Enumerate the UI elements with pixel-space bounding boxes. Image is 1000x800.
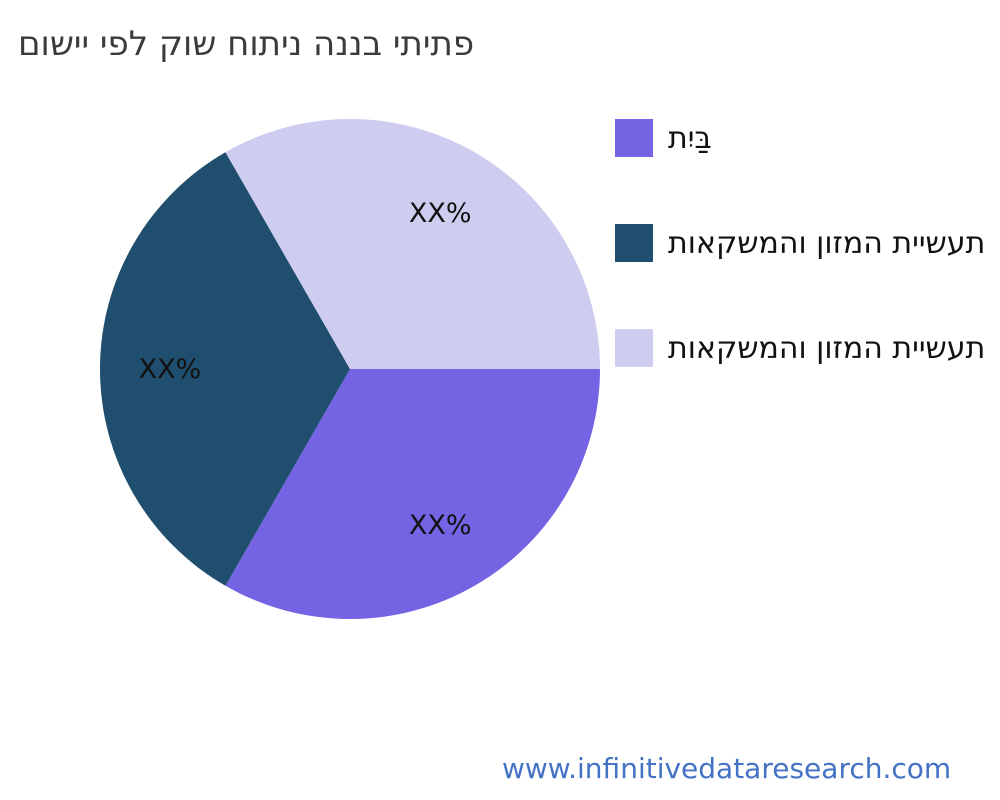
- legend-label-food-beverage-1: תעשיית המזון והמשקאות: [668, 225, 986, 261]
- pie-slice: [225, 119, 600, 369]
- legend-swatch-food-beverage-1: [615, 224, 653, 262]
- legend-label-food-beverage-2: תעשיית המזון והמשקאות: [668, 330, 986, 366]
- legend-swatch-food-beverage-2: [615, 329, 653, 367]
- pie-slice: [225, 369, 600, 619]
- footer-url: www.infinitivedataresearch.com: [502, 752, 952, 785]
- pie-slice-label: XX%: [409, 510, 472, 541]
- legend: בַּיִת תעשיית המזון והמשקאות תעשיית המזו…: [615, 119, 1000, 434]
- pie-slice-label: XX%: [409, 198, 472, 229]
- chart-title: פתיתי בננה ניתוח שוק לפי יישום: [18, 24, 475, 64]
- legend-swatch-home: [615, 119, 653, 157]
- legend-item: בַּיִת: [615, 119, 1000, 157]
- legend-item: תעשיית המזון והמשקאות: [615, 329, 1000, 367]
- legend-item: תעשיית המזון והמשקאות: [615, 224, 1000, 262]
- pie-slice-label: XX%: [139, 354, 202, 385]
- pie-chart: XX% XX% XX%: [100, 119, 600, 619]
- legend-label-home: בַּיִת: [668, 120, 712, 156]
- pie-slice: [100, 152, 350, 586]
